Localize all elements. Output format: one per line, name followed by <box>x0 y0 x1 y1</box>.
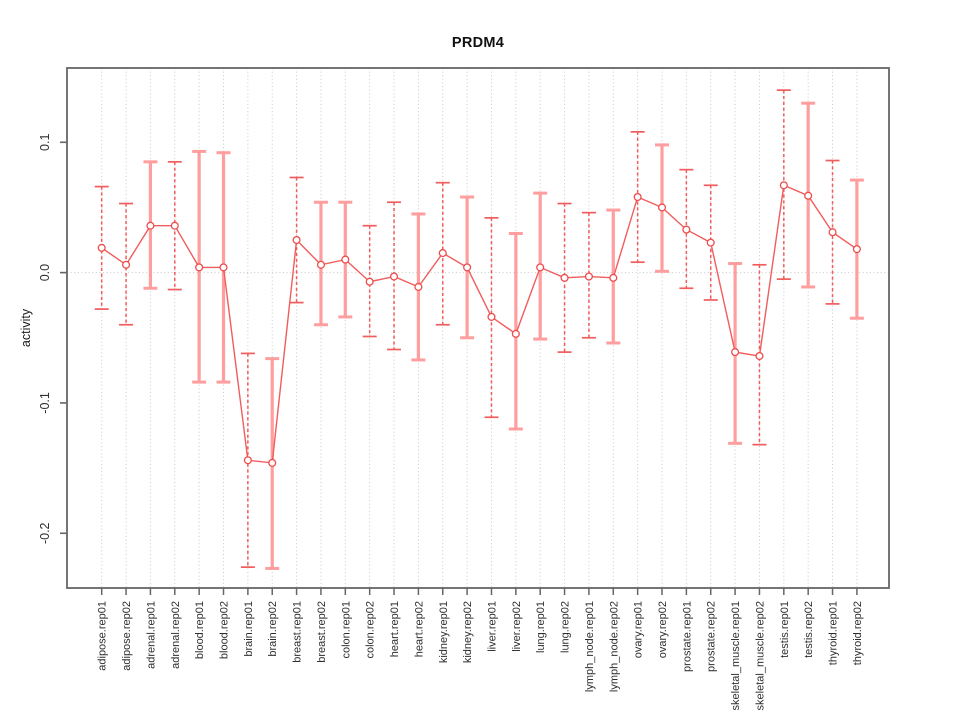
x-tick-label: thyroid.rep02 <box>852 601 864 665</box>
data-point-marker <box>268 458 277 467</box>
data-point-marker <box>195 263 204 272</box>
x-tick-label: lymph_node.rep01 <box>584 601 596 692</box>
data-point-marker <box>731 348 740 357</box>
plot-border <box>66 67 890 589</box>
data-point-marker <box>243 456 252 465</box>
chart-title: PRDM4 <box>451 35 505 51</box>
x-tick-label: blood.rep02 <box>219 601 231 659</box>
x-tick-label: adrenal.rep02 <box>170 601 182 669</box>
x-tick-label: heart.rep02 <box>413 601 425 657</box>
data-point-marker <box>341 255 350 264</box>
x-tick-label: brain.rep02 <box>267 601 279 657</box>
x-tick-label: skeletal_muscle.rep01 <box>730 601 742 710</box>
y-tick-label: 0.0 <box>38 264 52 281</box>
data-point-marker <box>438 249 447 258</box>
data-point-marker <box>657 203 667 212</box>
data-point-marker <box>170 221 179 230</box>
data-point-marker <box>292 235 301 245</box>
x-tick-label: testis.rep01 <box>779 601 791 658</box>
y-tick-label: -0.2 <box>38 522 52 544</box>
data-point-marker <box>584 272 593 281</box>
x-tick-label: adipose.rep02 <box>121 601 133 671</box>
x-tick-label: blood.rep01 <box>194 601 206 659</box>
data-point-marker <box>487 312 496 321</box>
data-point-marker <box>828 228 837 237</box>
x-tick-label: colon.rep02 <box>365 601 377 659</box>
data-point-marker <box>511 329 520 338</box>
x-tick-label: heart.rep01 <box>389 601 401 657</box>
data-point-marker <box>852 245 861 254</box>
data-point-marker <box>633 192 642 202</box>
x-tick-label: testis.rep02 <box>803 601 815 658</box>
x-tick-label: lung.rep01 <box>535 601 547 653</box>
data-point-marker <box>219 263 228 272</box>
x-tick-label: prostate.rep01 <box>681 601 693 672</box>
data-point-marker <box>122 260 131 269</box>
x-tick-label: prostate.rep02 <box>706 601 718 672</box>
x-tick-label: breast.rep01 <box>292 601 304 663</box>
x-tick-label: lymph_node.rep02 <box>608 601 620 692</box>
data-point-marker <box>97 243 106 252</box>
y-tick-label: -0.1 <box>38 392 52 414</box>
x-tick-label: liver.rep02 <box>511 601 523 652</box>
data-point-marker <box>316 260 326 269</box>
data-point-marker <box>414 282 423 291</box>
data-point-marker <box>682 225 691 234</box>
x-tick-label: adipose.rep01 <box>97 601 109 671</box>
data-point-marker <box>146 221 155 230</box>
x-tick-label: ovary.rep02 <box>657 601 669 658</box>
x-tick-label: brain.rep01 <box>243 601 255 657</box>
x-tick-label: ovary.rep01 <box>633 601 645 658</box>
data-point-marker <box>779 181 788 190</box>
x-tick-label: liver.rep01 <box>486 601 498 652</box>
series-line <box>101 184 858 464</box>
data-point-marker <box>804 191 813 200</box>
x-tick-label: kidney.rep01 <box>438 601 450 663</box>
data-point-marker <box>365 277 374 286</box>
x-tick-label: thyroid.rep01 <box>828 601 840 665</box>
x-tick-label: colon.rep01 <box>340 601 352 659</box>
data-point-marker <box>463 263 472 272</box>
data-point-marker <box>755 351 764 361</box>
data-point-marker <box>609 273 618 282</box>
y-tick-label: 0.1 <box>38 134 52 151</box>
x-tick-label: kidney.rep02 <box>462 601 474 663</box>
x-tick-label: skeletal_muscle.rep02 <box>754 601 766 710</box>
x-tick-label: adrenal.rep01 <box>145 601 157 669</box>
data-point-marker <box>536 263 545 272</box>
data-point-marker <box>560 273 569 282</box>
data-point-marker <box>389 272 399 281</box>
x-tick-label: breast.rep02 <box>316 601 328 663</box>
data-point-marker <box>706 238 715 247</box>
x-tick-label: lung.rep02 <box>560 601 572 653</box>
